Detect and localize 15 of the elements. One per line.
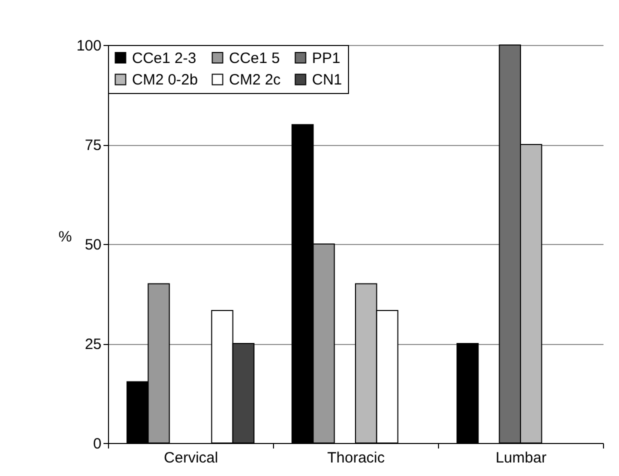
y-tick-label: 50 [84, 236, 102, 254]
legend-label: CN1 [312, 72, 342, 88]
legend-label: CCe1 5 [229, 50, 280, 67]
legend-label: CCe1 2-3 [132, 50, 196, 67]
legend-label: PP1 [312, 50, 340, 67]
x-tick-label: Thoracic [327, 450, 386, 466]
y-tick-label: 25 [84, 336, 102, 353]
legend-label: CM2 0-2b [132, 72, 198, 88]
y-tick-label: 100 [76, 38, 102, 54]
y-axis-title: % [58, 228, 72, 246]
y-tick-label: 0 [93, 436, 102, 452]
x-tick-label: Lumbar [496, 450, 546, 466]
legend-label: CM2 2c [229, 72, 282, 88]
y-tick-label: 75 [84, 137, 102, 154]
x-tick-label: Cervical [164, 450, 218, 466]
